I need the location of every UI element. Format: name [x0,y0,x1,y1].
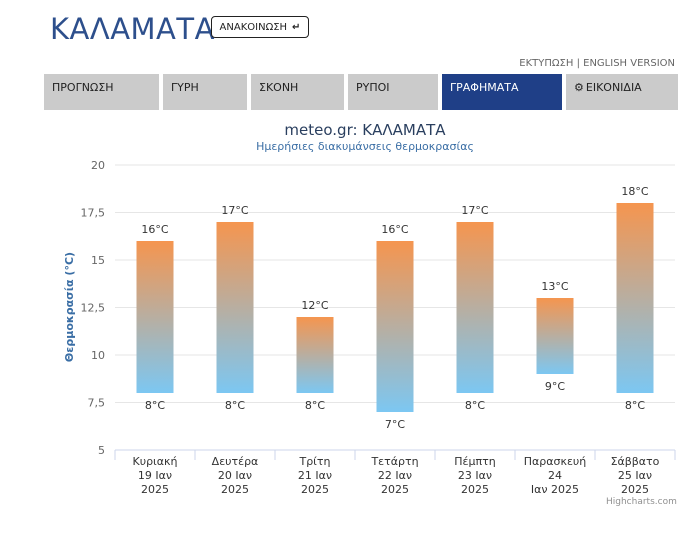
announcement-button[interactable]: ΑΝΑΚΟΙΝΩΣΗ ↵ [211,16,309,38]
x-tick-label: Πέμπτη [454,455,495,468]
x-tick-label: Παρασκευή [524,455,587,468]
x-tick-label: Ιαν 2025 [531,483,579,496]
temperature-range-bar[interactable] [136,241,174,393]
tab-label: ΓΡΑΦΗΜΑΤΑ [450,81,519,94]
announcement-label: ΑΝΑΚΟΙΝΩΣΗ [219,21,288,33]
min-temp-label: 8°C [625,399,645,412]
max-temp-label: 17°C [221,204,248,217]
x-tick-label: 2025 [381,483,409,496]
tab-pollutants[interactable]: ΡΥΠΟΙ [348,74,438,110]
x-tick-label: Τρίτη [298,455,330,468]
min-temp-label: 8°C [145,399,165,412]
temperature-range-bar[interactable] [376,241,414,412]
y-tick-label: 5 [98,444,105,457]
x-tick-label: Τετάρτη [370,455,418,468]
x-tick-label: Σάββατο [611,455,660,468]
x-tick-label: 20 Ιαν [218,469,252,482]
tab-forecast[interactable]: ΠΡΟΓΝΩΣΗ [44,74,159,110]
top-links: ΕΚΤΥΠΩΣΗ | ENGLISH VERSION [519,58,675,69]
chart-title: meteo.gr: ΚΑΛΑΜΑΤΑ [284,121,446,139]
tab-label: ΓΥΡΗ [171,81,199,94]
tab-charts[interactable]: ΓΡΑΦΗΜΑΤΑ [442,74,562,110]
tab-pollen[interactable]: ΓΥΡΗ [163,74,247,110]
arrow-down-icon: ↵ [292,21,301,33]
chart-subtitle: Ημερήσιες διακυμάνσεις θερμοκρασίας [256,140,474,153]
max-temp-label: 17°C [461,204,488,217]
temperature-range-bar[interactable] [616,203,654,393]
max-temp-label: 18°C [621,185,648,198]
highcharts-credits[interactable]: Highcharts.com [606,497,677,507]
temperature-range-bar[interactable] [456,222,494,393]
min-temp-label: 9°C [545,380,565,393]
y-tick-label: 20 [91,159,105,172]
max-temp-label: 16°C [381,223,408,236]
x-tick-label: 2025 [301,483,329,496]
max-temp-label: 12°C [301,299,328,312]
city-title: ΚΑΛΑΜΑΤΑ [50,12,215,46]
x-tick-label: 2025 [621,483,649,496]
y-tick-label: 12,5 [81,302,106,315]
x-tick-label: Δευτέρα [212,455,259,468]
tab-label: ΣΚΟΝΗ [259,81,299,94]
min-temp-label: 8°C [305,399,325,412]
y-tick-label: 17,5 [81,207,106,220]
temperature-range-bar[interactable] [536,298,574,374]
x-tick-label: 24 [548,469,562,482]
max-temp-label: 13°C [541,280,568,293]
y-axis-label: Θερμοκρασία (°C) [63,252,76,362]
temperature-range-bar[interactable] [296,317,334,393]
temperature-range-bar[interactable] [216,222,254,393]
y-tick-label: 10 [91,349,105,362]
x-tick-label: 2025 [461,483,489,496]
y-tick-label: 15 [91,254,105,267]
tab-label: ΕΙΚΟΝΙΔΙΑ [585,81,642,94]
links-separator: | [576,58,580,69]
x-tick-label: 25 Ιαν [618,469,652,482]
tab-dust[interactable]: ΣΚΟΝΗ [251,74,344,110]
tab-label: ΡΥΠΟΙ [356,81,390,94]
x-tick-label: 2025 [141,483,169,496]
x-tick-label: 23 Ιαν [458,469,492,482]
min-temp-label: 7°C [385,418,405,431]
x-tick-label: Κυριακή [133,455,178,468]
gear-icon: ⚙ [574,81,584,94]
x-tick-label: 21 Ιαν [298,469,332,482]
tab-icons[interactable]: ⚙ ΕΙΚΟΝΙΔΙΑ [566,74,678,110]
print-link[interactable]: ΕΚΤΥΠΩΣΗ [519,58,574,69]
min-temp-label: 8°C [465,399,485,412]
tab-label: ΠΡΟΓΝΩΣΗ [52,81,114,94]
english-version-link[interactable]: ENGLISH VERSION [583,58,675,69]
y-tick-label: 7,5 [88,397,106,410]
x-tick-label: 22 Ιαν [378,469,412,482]
x-tick-label: 2025 [221,483,249,496]
max-temp-label: 16°C [141,223,168,236]
min-temp-label: 8°C [225,399,245,412]
x-tick-label: 19 Ιαν [138,469,172,482]
